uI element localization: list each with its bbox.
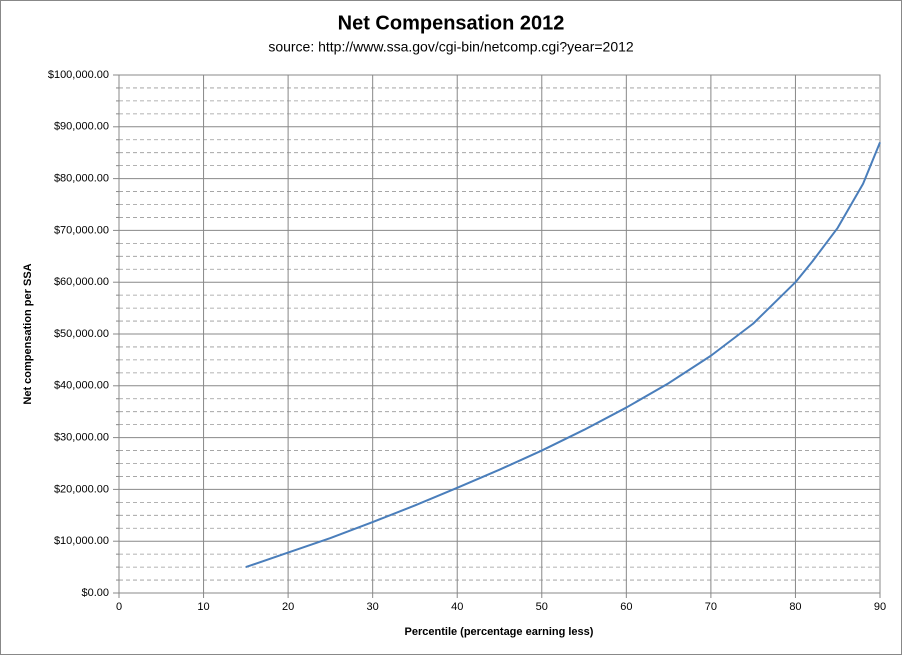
y-tick-label: $0.00: [81, 587, 109, 599]
y-axis-label: Net compensation per SSA: [22, 263, 34, 404]
y-tick-label: $90,000.00: [54, 121, 109, 133]
y-tick-label: $80,000.00: [54, 173, 109, 185]
chart-subtitle: source: http://www.ssa.gov/cgi-bin/netco…: [268, 39, 634, 55]
y-tick-label: $20,000.00: [54, 483, 109, 495]
plot-border: [118, 74, 881, 594]
y-tick-label: $60,000.00: [54, 276, 109, 288]
x-tick-label: 50: [536, 601, 548, 613]
y-tick-label: $70,000.00: [54, 224, 109, 236]
x-axis-label: Percentile (percentage earning less): [405, 626, 594, 638]
x-tick-label: 90: [874, 601, 886, 613]
y-tick-label: $50,000.00: [54, 328, 109, 340]
x-tick-label: 60: [620, 601, 632, 613]
data-line: [245, 141, 881, 569]
x-tick-label: 70: [705, 601, 717, 613]
x-tick-label: 40: [451, 601, 463, 613]
x-tick-label: 80: [789, 601, 801, 613]
chart-title: Net Compensation 2012: [338, 12, 565, 34]
x-tick-label: 30: [367, 601, 379, 613]
y-tick-label: $30,000.00: [54, 432, 109, 444]
y-tick-label: $100,000.00: [48, 69, 109, 81]
x-tick-label: 0: [116, 601, 122, 613]
y-tick-label: $40,000.00: [54, 380, 109, 392]
x-tick-label: 10: [197, 601, 209, 613]
x-tick-label: 20: [282, 601, 294, 613]
y-tick-label: $10,000.00: [54, 535, 109, 547]
